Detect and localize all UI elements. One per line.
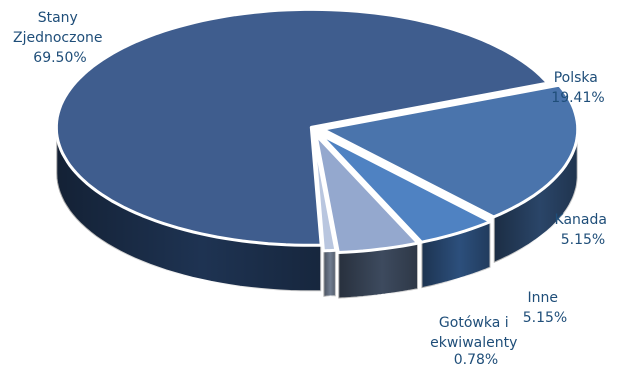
slice-top-2 (314, 133, 420, 254)
label-gotowka-value: 0.78% (454, 352, 498, 367)
label-stany: Stany Zjednoczone 69.50% (13, 10, 107, 66)
slice-side-3 (322, 249, 337, 298)
label-gotowka-line2: ekwiwalenty (430, 335, 517, 351)
label-kanada-value: 5.15% (561, 232, 605, 248)
label-stany-line1: Stany (38, 10, 78, 26)
label-polska: Polska 19.41% (551, 70, 604, 106)
pie-sides (55, 127, 579, 300)
slice-top-0 (321, 83, 580, 219)
slice-top-3 (312, 131, 338, 253)
label-kanada-line1: Kanada (555, 212, 607, 228)
label-polska-value: 19.41% (551, 90, 604, 106)
label-stany-value: 69.50% (33, 50, 86, 66)
label-gotowka-line1: Gotówka i (439, 315, 509, 331)
label-kanada: Kanada 5.15% (555, 212, 612, 248)
label-inne-line1: Inne (528, 290, 559, 306)
pie-tops (54, 7, 580, 254)
slice-top-4 (54, 7, 550, 247)
label-stany-line2: Zjednoczone (13, 30, 103, 46)
label-gotowka: Gotówka i ekwiwalenty 0.78% (430, 315, 522, 367)
label-inne: Inne 5.15% (523, 290, 567, 326)
slice-top-1 (318, 132, 492, 244)
label-polska-line1: Polska (554, 70, 598, 86)
slice-side-1 (420, 220, 492, 290)
slice-side-2 (337, 241, 419, 300)
label-inne-value: 5.15% (523, 310, 567, 326)
